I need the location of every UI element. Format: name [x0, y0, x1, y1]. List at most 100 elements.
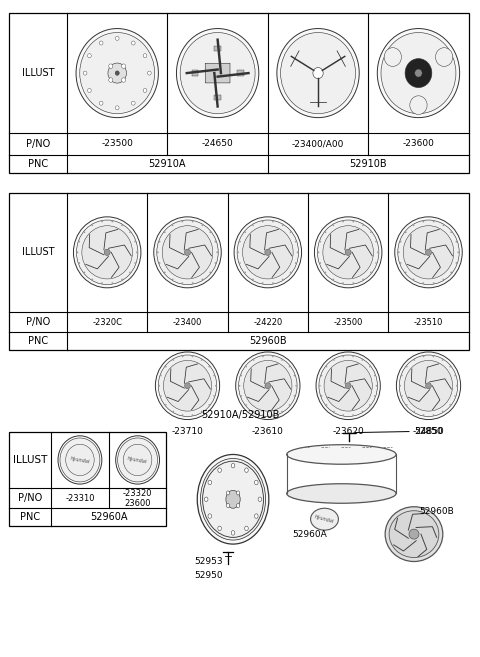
- Ellipse shape: [442, 411, 444, 413]
- Ellipse shape: [181, 283, 183, 284]
- Ellipse shape: [422, 221, 424, 223]
- Text: -2320C: -2320C: [92, 317, 122, 327]
- Ellipse shape: [342, 355, 344, 357]
- Ellipse shape: [324, 271, 326, 273]
- Ellipse shape: [121, 64, 126, 68]
- Ellipse shape: [405, 58, 432, 87]
- Ellipse shape: [66, 444, 94, 476]
- Ellipse shape: [158, 385, 160, 386]
- Ellipse shape: [99, 101, 103, 105]
- Text: 52910A: 52910A: [149, 159, 186, 169]
- Ellipse shape: [208, 514, 212, 518]
- Ellipse shape: [239, 240, 241, 242]
- Bar: [9, 193, 468, 350]
- Ellipse shape: [374, 374, 375, 376]
- Ellipse shape: [319, 385, 321, 386]
- Ellipse shape: [272, 221, 274, 223]
- Ellipse shape: [164, 231, 166, 233]
- Ellipse shape: [132, 101, 135, 105]
- Ellipse shape: [288, 404, 290, 406]
- Ellipse shape: [213, 374, 215, 376]
- Ellipse shape: [134, 240, 136, 242]
- Ellipse shape: [143, 89, 147, 93]
- Ellipse shape: [163, 361, 212, 411]
- Text: ILLUST: ILLUST: [22, 68, 54, 78]
- Text: -23620: -23620: [332, 427, 364, 436]
- Ellipse shape: [181, 221, 183, 223]
- Ellipse shape: [111, 283, 113, 284]
- Ellipse shape: [405, 361, 453, 411]
- Ellipse shape: [294, 374, 295, 376]
- Text: -23510: -23510: [414, 317, 443, 327]
- Text: ILLUST: ILLUST: [13, 455, 48, 465]
- Ellipse shape: [121, 279, 123, 281]
- Ellipse shape: [239, 385, 240, 386]
- Ellipse shape: [227, 504, 229, 508]
- Ellipse shape: [216, 252, 218, 253]
- Ellipse shape: [457, 252, 459, 253]
- Ellipse shape: [413, 279, 415, 281]
- Ellipse shape: [239, 262, 241, 264]
- Ellipse shape: [450, 231, 452, 233]
- Text: -24220: -24220: [253, 317, 282, 327]
- Ellipse shape: [361, 359, 363, 361]
- Ellipse shape: [345, 383, 351, 389]
- Text: 52850: 52850: [414, 427, 443, 436]
- Ellipse shape: [237, 491, 240, 495]
- Ellipse shape: [333, 359, 335, 361]
- Text: 52950: 52950: [194, 571, 223, 580]
- Ellipse shape: [400, 262, 401, 264]
- Ellipse shape: [277, 28, 359, 118]
- Ellipse shape: [158, 355, 217, 417]
- Ellipse shape: [254, 480, 258, 485]
- Ellipse shape: [245, 526, 248, 531]
- Ellipse shape: [395, 217, 462, 288]
- Ellipse shape: [60, 438, 100, 482]
- Ellipse shape: [253, 359, 254, 361]
- Ellipse shape: [381, 33, 456, 114]
- Text: Hyundai: Hyundai: [314, 514, 335, 524]
- Ellipse shape: [399, 355, 458, 417]
- Ellipse shape: [208, 480, 212, 485]
- Text: -23400/A00: -23400/A00: [292, 139, 344, 148]
- Ellipse shape: [281, 411, 283, 413]
- Ellipse shape: [313, 68, 323, 79]
- Ellipse shape: [253, 411, 254, 413]
- Ellipse shape: [172, 279, 173, 281]
- Ellipse shape: [409, 529, 419, 539]
- Ellipse shape: [121, 225, 123, 226]
- Ellipse shape: [136, 252, 138, 253]
- Ellipse shape: [272, 414, 274, 416]
- Ellipse shape: [204, 497, 208, 501]
- Text: 52953: 52953: [194, 557, 223, 566]
- Ellipse shape: [118, 438, 157, 482]
- Text: -23400: -23400: [173, 317, 202, 327]
- Ellipse shape: [80, 33, 155, 114]
- Ellipse shape: [215, 240, 216, 242]
- Ellipse shape: [406, 404, 408, 406]
- Ellipse shape: [115, 36, 119, 40]
- Ellipse shape: [215, 262, 216, 264]
- Ellipse shape: [342, 221, 344, 223]
- Ellipse shape: [213, 395, 215, 397]
- Ellipse shape: [234, 217, 301, 288]
- Ellipse shape: [352, 355, 354, 357]
- Ellipse shape: [333, 411, 335, 413]
- Ellipse shape: [226, 490, 240, 509]
- Ellipse shape: [290, 271, 291, 273]
- Bar: [215, 46, 221, 51]
- Ellipse shape: [157, 220, 218, 284]
- Ellipse shape: [209, 271, 211, 273]
- Ellipse shape: [342, 283, 344, 284]
- Ellipse shape: [426, 383, 432, 389]
- Ellipse shape: [361, 411, 363, 413]
- Ellipse shape: [180, 33, 255, 114]
- Ellipse shape: [281, 359, 283, 361]
- Ellipse shape: [109, 78, 113, 82]
- Ellipse shape: [456, 240, 457, 242]
- Ellipse shape: [342, 414, 344, 416]
- Ellipse shape: [272, 355, 274, 357]
- Ellipse shape: [319, 355, 377, 417]
- Ellipse shape: [157, 252, 159, 253]
- Ellipse shape: [290, 231, 291, 233]
